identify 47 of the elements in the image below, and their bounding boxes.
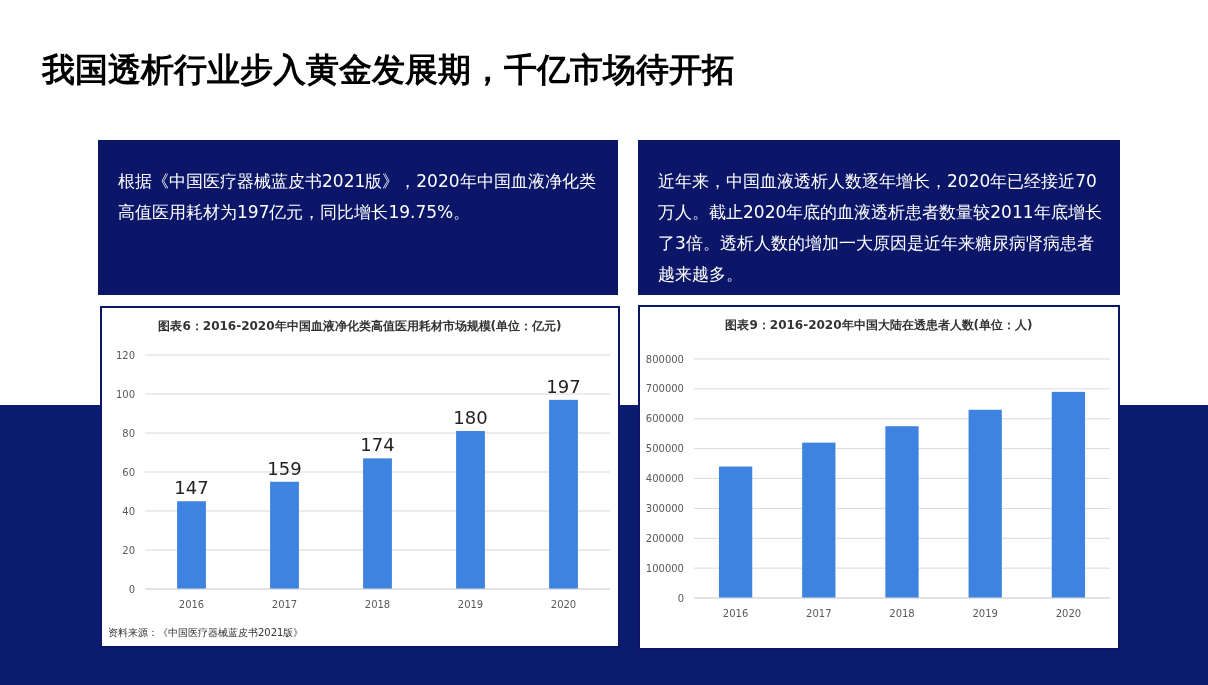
y-tick-label: 20 xyxy=(122,544,135,556)
chart-title: 图表6：2016-2020年中国血液净化类高值医用耗材市场规模(单位：亿元) xyxy=(158,319,562,333)
bar xyxy=(456,431,485,589)
y-tick-label: 200000 xyxy=(645,532,684,544)
annotation: 180 xyxy=(453,407,488,429)
y-tick-label: 700000 xyxy=(645,383,684,395)
y-tick-label: 120 xyxy=(115,349,135,361)
y-tick-label: 60 xyxy=(122,466,135,478)
x-tick-label: 2016 xyxy=(722,608,749,619)
text: 我国透析行业步入黄金发展期，千亿市场待开拓 xyxy=(42,49,735,91)
x-tick-label: 2016 xyxy=(178,599,205,610)
bar xyxy=(718,466,753,598)
y-tick-label: 0 xyxy=(128,583,135,595)
text: 近年来，中国血液透析人数逐年增长，2020年已经接近70万人。截止2020年底的血液透析患者数量较2011年底增长了3倍。透析人数的增加一大原因是近年来糖尿病肾病患者越来越多。 xyxy=(658,170,1103,286)
x-tick-label: 2018 xyxy=(889,608,915,619)
x-tick-label: 2017 xyxy=(271,599,298,610)
bar xyxy=(177,501,206,589)
bar xyxy=(363,458,392,589)
y-tick-label: 400000 xyxy=(645,473,684,484)
annotation: 147 xyxy=(174,477,209,499)
x-tick-label: 2020 xyxy=(550,599,577,610)
x-tick-label: 2020 xyxy=(1055,608,1082,619)
y-tick-label: 80 xyxy=(122,427,135,439)
bar xyxy=(885,426,919,598)
y-tick-label: 800000 xyxy=(645,353,684,365)
bar xyxy=(802,442,836,598)
bar xyxy=(270,481,299,589)
y-tick-label: 0 xyxy=(677,592,684,604)
y-tick-label: 40 xyxy=(122,505,135,517)
bar xyxy=(1051,391,1086,598)
text: 资料来源：《中国医疗器械蓝皮书2021版》 xyxy=(108,627,304,638)
chart-title: 图表9：2016-2020年中国大陆在透患者人数(单位：人) xyxy=(725,318,1033,332)
annotation: 159 xyxy=(267,457,302,479)
x-tick-label: 2019 xyxy=(972,608,998,619)
annotation: 174 xyxy=(360,434,395,456)
x-tick-label: 2019 xyxy=(457,599,484,610)
y-tick-label: 100 xyxy=(115,388,135,400)
text: 根据《中国医疗器械蓝皮书2021版》，2020年中国血液净化类高值医用耗材为197亿元，同比增长19.75%。 xyxy=(118,170,597,224)
y-tick-label: 100000 xyxy=(645,562,684,574)
bar xyxy=(549,399,578,589)
annotation: 197 xyxy=(546,375,581,397)
x-tick-label: 2017 xyxy=(806,608,832,619)
y-tick-label: 300000 xyxy=(645,502,684,514)
y-tick-label: 500000 xyxy=(645,443,684,455)
bar xyxy=(968,409,1002,598)
x-tick-label: 2018 xyxy=(364,599,391,610)
y-tick-label: 600000 xyxy=(645,413,684,425)
